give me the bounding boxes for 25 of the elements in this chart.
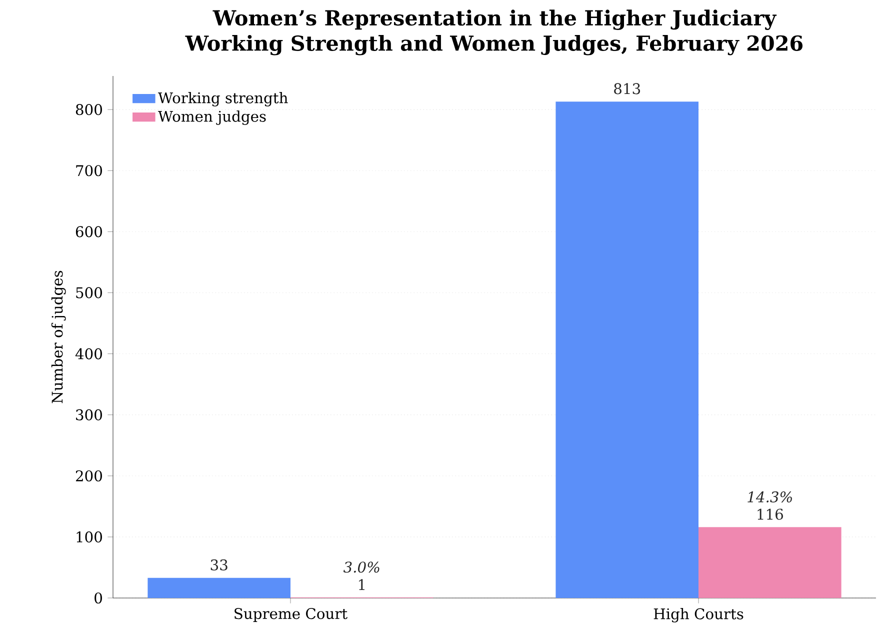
y-tick-label: 800 [76,104,102,116]
y-tick-label: 700 [76,165,102,176]
y-tick-label: 500 [76,287,102,298]
x-tick-label: High Courts [654,608,744,622]
y-tick-label: 200 [76,470,102,482]
legend-label: Women judges [158,110,266,125]
annotation: 14.3% [748,491,792,502]
data-label: 813 [614,83,640,94]
chart-subtitle: Working Strength and Women Judges, February 2026 [185,34,803,56]
legend-label: Working strength [158,92,288,106]
y-tick-label: 100 [76,531,102,542]
y-tick-label: 600 [76,226,102,238]
data-label: 33 [210,559,228,570]
y-tick-label: 0 [94,592,102,604]
chart-title: Women’s Representation in the Higher Judiciary [212,10,777,30]
x-tick-label: Supreme Court [234,608,348,622]
bar [556,102,699,598]
data-label: 116 [758,508,783,520]
y-tick-label: 400 [75,348,102,360]
bar [698,527,842,598]
data-label: 1 [359,579,364,590]
bar [148,578,290,598]
y-axis-title: Number of judges [51,270,66,404]
annotation: 3.0% [343,562,380,573]
y-tick-label: 300 [76,409,102,420]
